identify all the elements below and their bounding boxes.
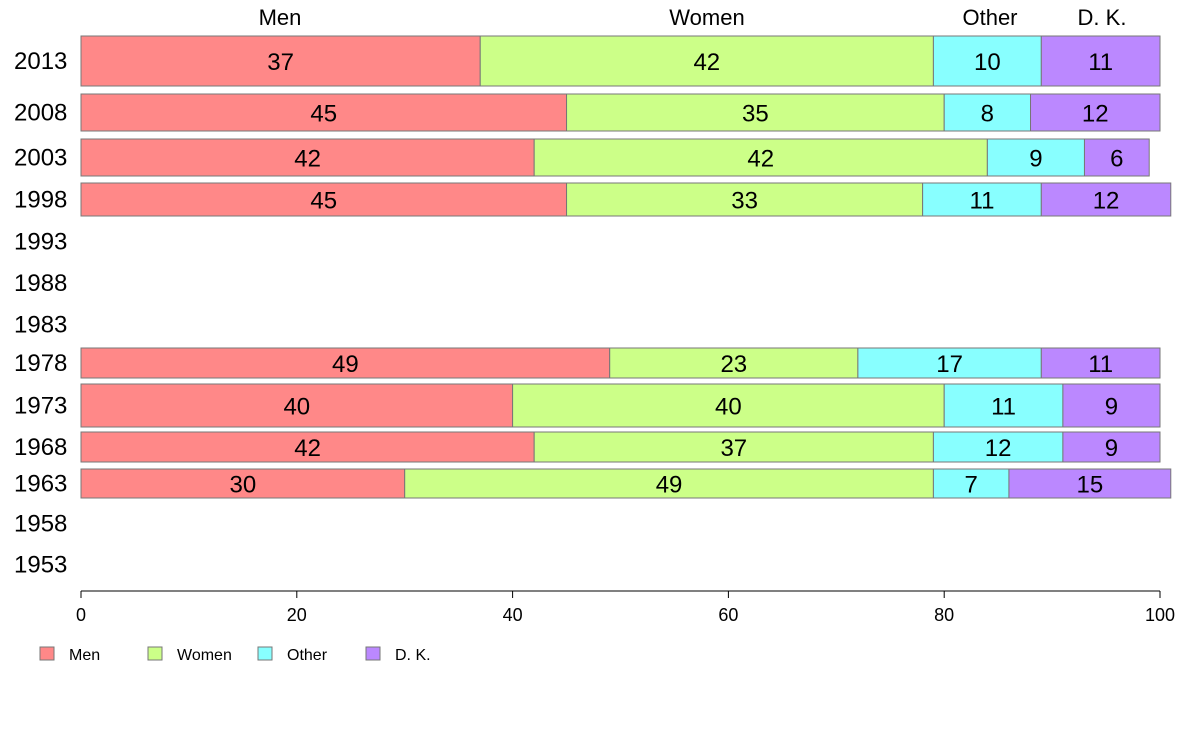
data-label-1973-1: 40 — [715, 394, 742, 421]
year-label-1998: 1998 — [14, 187, 67, 214]
bar-1998-3 — [1040, 182, 1172, 217]
year-label-2008: 2008 — [14, 100, 67, 127]
data-label-2008-0: 45 — [310, 101, 337, 128]
bar-1963-3 — [1008, 468, 1172, 499]
x-axis: 0 20 40 60 80 100 — [76, 590, 1175, 625]
data-label-2003-1: 42 — [747, 146, 774, 173]
bar-1963-2 — [932, 468, 1010, 499]
legend: Men Women Other D. K. — [39, 646, 431, 664]
year-label-1963: 1963 — [14, 471, 67, 498]
column-header-3: D. K. — [1078, 5, 1127, 30]
legend-swatch-2 — [257, 646, 273, 661]
legend-swatch-0 — [39, 646, 55, 661]
bar-1998-1 — [566, 182, 924, 217]
bar-1998-0 — [80, 182, 568, 217]
bar-2008-1 — [566, 93, 945, 132]
bar-1978-0 — [80, 347, 611, 379]
column-header-2: Other — [962, 5, 1017, 30]
data-label-1978-1: 23 — [720, 351, 747, 378]
bar-2008-0 — [80, 93, 568, 132]
data-label-1998-2: 11 — [970, 188, 995, 215]
bar-1978-3 — [1040, 347, 1161, 379]
data-label-1968-2: 12 — [985, 435, 1012, 462]
x-tick-label-80: 80 — [934, 605, 954, 625]
bars: 37 42 10 11 45 35 8 12 42 42 9 6 45 33 11 12 49 23 17 11 40 4… — [80, 35, 1172, 499]
legend-label-3: D. K. — [395, 647, 431, 664]
bar-1968-3 — [1062, 431, 1161, 463]
data-label-2008-1: 35 — [742, 101, 769, 128]
bar-1968-0 — [80, 431, 535, 463]
data-label-1963-3: 15 — [1077, 472, 1104, 499]
bar-2013-2 — [932, 35, 1042, 87]
bar-1978-1 — [609, 347, 859, 379]
column-header-0: Men — [259, 5, 302, 30]
legend-swatch-1 — [147, 646, 163, 661]
data-label-2008-3: 12 — [1082, 101, 1109, 128]
data-label-1978-3: 11 — [1088, 351, 1113, 378]
data-label-2013-1: 42 — [693, 49, 720, 76]
data-label-1963-1: 49 — [656, 472, 683, 499]
data-label-1963-0: 30 — [229, 472, 256, 499]
x-tick-label-60: 60 — [718, 605, 738, 625]
data-label-2013-3: 11 — [1088, 49, 1113, 76]
bar-2013-3 — [1040, 35, 1161, 87]
data-label-1968-3: 9 — [1105, 435, 1118, 462]
bar-2003-1 — [533, 138, 988, 177]
bar-1978-2 — [857, 347, 1042, 379]
year-label-1953: 1953 — [14, 552, 67, 579]
data-label-1973-2: 11 — [991, 394, 1016, 421]
data-label-1998-0: 45 — [310, 188, 337, 215]
data-label-2003-3: 6 — [1110, 146, 1123, 173]
bar-1973-0 — [80, 383, 514, 428]
data-label-2013-0: 37 — [267, 49, 294, 76]
x-tick-label-100: 100 — [1145, 605, 1175, 625]
legend-label-0: Men — [69, 647, 100, 664]
bar-2008-2 — [943, 93, 1032, 132]
data-label-1973-0: 40 — [283, 394, 310, 421]
year-label-1988: 1988 — [14, 270, 67, 297]
legend-swatch-3 — [365, 646, 381, 661]
year-label-1978: 1978 — [14, 350, 67, 377]
bar-1973-3 — [1062, 383, 1161, 428]
year-label-1973: 1973 — [14, 393, 67, 420]
data-label-1978-0: 49 — [332, 351, 359, 378]
bar-1973-2 — [943, 383, 1064, 428]
legend-label-2: Other — [287, 647, 328, 664]
data-label-1968-0: 42 — [294, 435, 321, 462]
bar-2003-0 — [80, 138, 535, 177]
year-label-1993: 1993 — [14, 229, 67, 256]
legend-label-1: Women — [177, 647, 232, 664]
x-tick-label-20: 20 — [287, 605, 307, 625]
year-label-1958: 1958 — [14, 511, 67, 538]
data-label-1978-2: 17 — [936, 351, 963, 378]
data-label-1973-3: 9 — [1105, 394, 1118, 421]
data-label-2008-2: 8 — [981, 101, 994, 128]
column-headers: Men Women Other D. K. — [259, 5, 1127, 30]
year-label-2013: 2013 — [14, 48, 67, 75]
bar-2003-3 — [1083, 138, 1150, 177]
year-label-2003: 2003 — [14, 145, 67, 172]
bar-2013-0 — [80, 35, 481, 87]
bar-2013-1 — [479, 35, 934, 87]
year-label-1968: 1968 — [14, 434, 67, 461]
data-label-2003-2: 9 — [1029, 146, 1042, 173]
data-label-1998-3: 12 — [1093, 188, 1120, 215]
data-label-2003-0: 42 — [294, 146, 321, 173]
data-label-1963-2: 7 — [964, 472, 977, 499]
column-header-1: Women — [669, 5, 744, 30]
data-label-1968-1: 37 — [720, 435, 747, 462]
x-tick-label-40: 40 — [503, 605, 523, 625]
data-label-1998-1: 33 — [731, 188, 758, 215]
x-tick-label-0: 0 — [76, 605, 86, 625]
bar-1968-2 — [932, 431, 1064, 463]
data-label-2013-2: 10 — [974, 49, 1001, 76]
year-labels: 2013 2008 2003 1998 1993 1988 1983 1978 1973 1968… — [14, 48, 67, 579]
year-label-1983: 1983 — [14, 312, 67, 339]
bar-1973-1 — [512, 383, 945, 428]
bar-1963-0 — [80, 468, 406, 499]
bar-2008-3 — [1030, 93, 1161, 132]
